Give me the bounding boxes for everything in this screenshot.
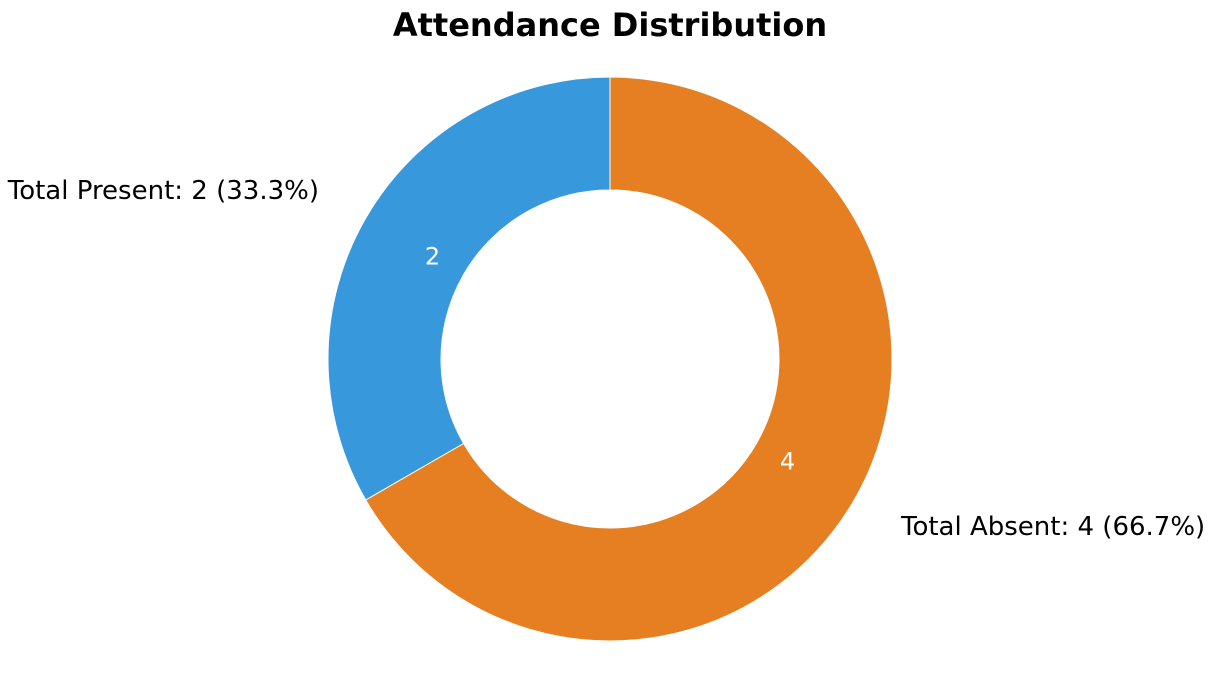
slice-outer-labels: Total Present: 2 (33.3%) Total Absent: 4 … [7, 176, 1205, 542]
slice-label-total-present: Total Present: 2 (33.3%) [7, 176, 319, 206]
slice-value-total-present: 2 [425, 243, 440, 271]
slice-value-total-absent: 4 [780, 448, 795, 476]
donut-slices [327, 76, 893, 642]
chart-title: Attendance Distribution [393, 6, 827, 44]
donut-slice-total-absent [365, 76, 893, 642]
slice-label-total-absent: Total Absent: 4 (66.7%) [900, 512, 1205, 542]
donut-slice-total-present [327, 76, 611, 501]
slice-value-labels: 24 [425, 243, 795, 476]
